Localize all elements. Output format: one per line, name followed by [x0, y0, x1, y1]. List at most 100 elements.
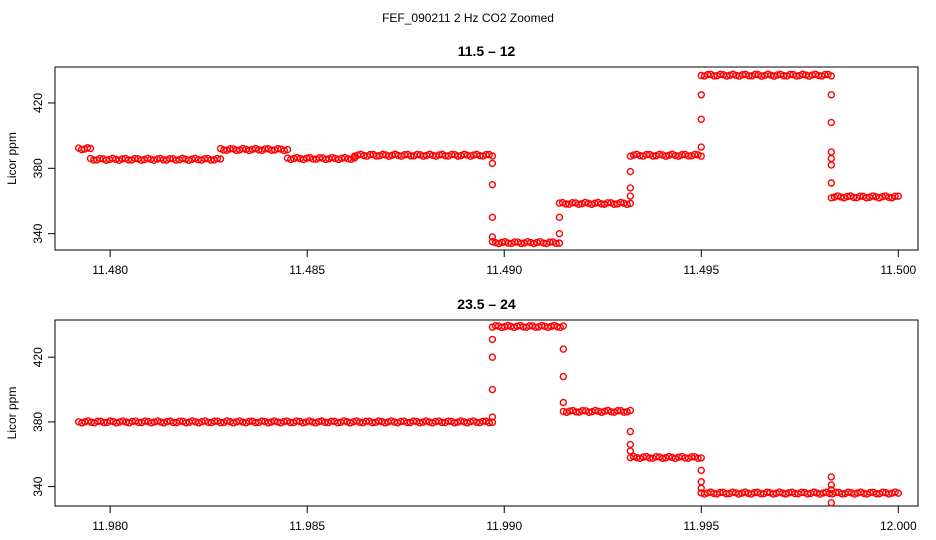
data-point	[511, 238, 519, 246]
data-point	[844, 488, 852, 496]
data-point	[626, 427, 635, 436]
data-point	[280, 146, 289, 155]
data-point	[504, 321, 512, 330]
data-point	[620, 408, 628, 416]
x-tick-label: 12.000	[880, 519, 917, 533]
data-point	[850, 490, 859, 498]
data-point	[328, 153, 336, 162]
data-point	[684, 152, 693, 160]
data-point	[185, 156, 193, 165]
data-point	[585, 408, 593, 416]
data-point	[460, 150, 468, 158]
y-tick-label: 340	[31, 223, 45, 243]
data-point	[697, 478, 705, 486]
x-tick-label: 11.980	[92, 519, 128, 533]
data-point	[792, 72, 801, 80]
x-tick-label: 11.995	[683, 519, 719, 533]
data-point	[422, 417, 430, 425]
data-point	[827, 154, 836, 163]
data-point	[488, 335, 497, 344]
data-point	[655, 150, 664, 159]
data-point	[283, 145, 292, 154]
data-point	[757, 72, 766, 80]
data-point	[293, 153, 301, 162]
data-point	[559, 398, 568, 407]
data-point	[691, 150, 699, 159]
data-point	[827, 91, 836, 99]
data-point	[488, 237, 497, 246]
data-point	[147, 419, 155, 427]
data-point	[112, 419, 121, 427]
data-point	[217, 419, 225, 427]
data-point	[340, 417, 348, 425]
data-point	[299, 419, 307, 427]
data-point	[286, 155, 295, 164]
data-point	[578, 406, 587, 415]
y-axis-label: Licor ppm	[5, 132, 19, 185]
data-point	[245, 146, 253, 155]
data-point	[697, 454, 705, 462]
data-point	[100, 418, 108, 427]
x-tick-label: 11.480	[92, 263, 128, 277]
data-point	[827, 179, 836, 187]
data-point	[131, 154, 139, 163]
figure-title: FEF_090211 2 Hz CO2 Zoomed	[382, 11, 554, 25]
y-tick-label: 380	[31, 412, 45, 432]
data-point	[626, 152, 635, 160]
data-point	[267, 146, 276, 154]
data-point	[587, 200, 596, 209]
data-point	[305, 417, 313, 425]
x-tick-label: 11.990	[486, 519, 522, 533]
data-point	[803, 490, 812, 498]
data-point	[552, 239, 560, 248]
plot-frame	[54, 319, 919, 507]
y-tick-label: 420	[31, 347, 45, 367]
chart-panel-1: 11.5 – 12 Licor ppm 11.480 11.485 11.490 11.4…	[5, 43, 919, 277]
data-point	[827, 481, 836, 489]
data-point	[662, 152, 670, 160]
data-point	[488, 233, 497, 241]
data-point	[178, 154, 187, 163]
data-point	[626, 167, 635, 176]
data-point	[488, 413, 497, 421]
data-point	[626, 406, 635, 415]
data-point	[827, 161, 836, 169]
data-point	[488, 353, 497, 361]
data-point	[827, 148, 836, 156]
data-point	[833, 192, 842, 200]
data-point	[626, 199, 635, 208]
data-point	[735, 490, 743, 498]
data-point	[213, 154, 222, 163]
y-tick-label: 340	[31, 476, 45, 496]
data-point	[274, 144, 282, 153]
data-point	[375, 417, 383, 425]
panel-title: 11.5 – 12	[458, 43, 516, 59]
data-point	[697, 466, 705, 475]
data-point	[96, 154, 104, 163]
data-point	[229, 419, 238, 427]
y-tick-label: 420	[31, 93, 45, 113]
data-point	[697, 484, 705, 492]
data-point	[751, 70, 759, 79]
data-point	[322, 155, 330, 164]
data-point	[827, 118, 836, 127]
data-point	[454, 152, 462, 160]
data-point	[419, 152, 428, 160]
data-point	[102, 156, 111, 164]
data-point	[658, 454, 667, 463]
data-point	[555, 239, 564, 247]
data-point	[626, 447, 635, 455]
data-point	[315, 154, 324, 162]
data-point	[385, 152, 393, 160]
data-point	[687, 453, 696, 461]
x-tick-label: 11.985	[289, 519, 325, 533]
panel-title: 23.5 – 24	[457, 296, 516, 312]
x-tick-label: 11.500	[880, 263, 916, 277]
data-point	[409, 417, 418, 425]
data-point	[716, 70, 724, 79]
data-point	[457, 417, 465, 425]
data-point	[894, 192, 902, 200]
data-point	[626, 192, 635, 200]
data-point	[450, 419, 459, 427]
